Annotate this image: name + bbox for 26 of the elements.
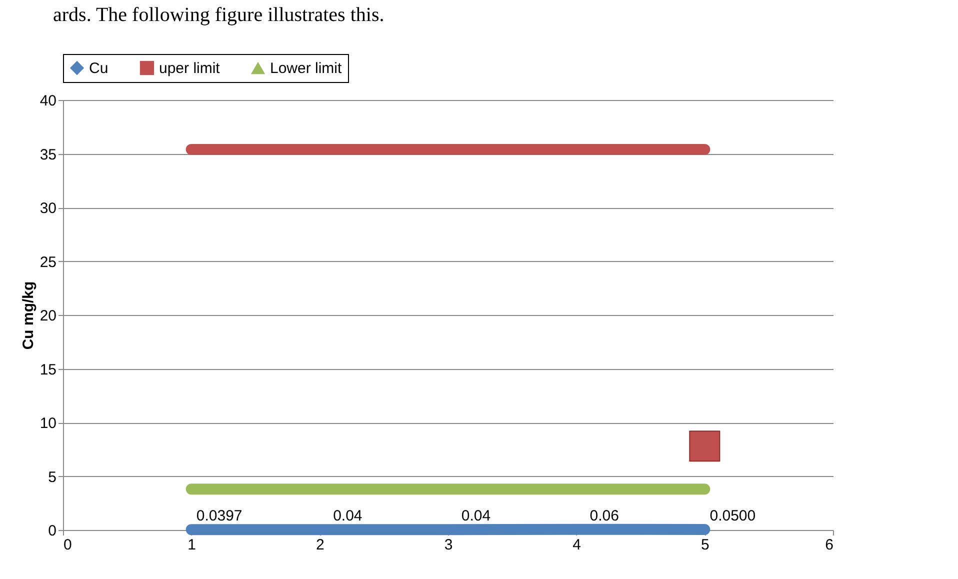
legend-label: Lower limit — [270, 60, 343, 77]
data-label: 0.0500 — [710, 507, 756, 524]
x-tick-label: 0 — [64, 536, 72, 554]
y-tick-label: 5 — [48, 468, 56, 486]
y-tick-label: 10 — [40, 415, 56, 432]
y-tick-label: 30 — [40, 200, 56, 217]
text: ards. The following figure illustrates this. — [53, 4, 384, 26]
x-tick-label: 1 — [188, 536, 196, 554]
x-tick-label: 2 — [316, 536, 324, 554]
x-tick-label: 5 — [700, 536, 710, 554]
x-tick-label: 3 — [444, 536, 453, 554]
y-tick-label: 35 — [40, 146, 56, 164]
y-axis-title: Cu mg/kg — [20, 281, 37, 350]
x-tick-label: 4 — [572, 536, 582, 554]
y-tick-label: 25 — [40, 254, 56, 271]
data-label: 0.04 — [461, 508, 491, 525]
x-tick-label: 6 — [825, 536, 834, 554]
data-label: 0.06 — [590, 507, 619, 524]
y-tick-label: 40 — [40, 92, 56, 110]
y-tick-label: 20 — [40, 308, 56, 324]
legend-label: Cu — [89, 60, 108, 77]
y-tick-label: 0 — [48, 522, 56, 540]
y-tick-label: 15 — [40, 361, 56, 378]
data-label: 0.04 — [333, 508, 362, 525]
legend-label: uper limit — [159, 60, 221, 77]
data-label: 0.0397 — [196, 508, 242, 525]
